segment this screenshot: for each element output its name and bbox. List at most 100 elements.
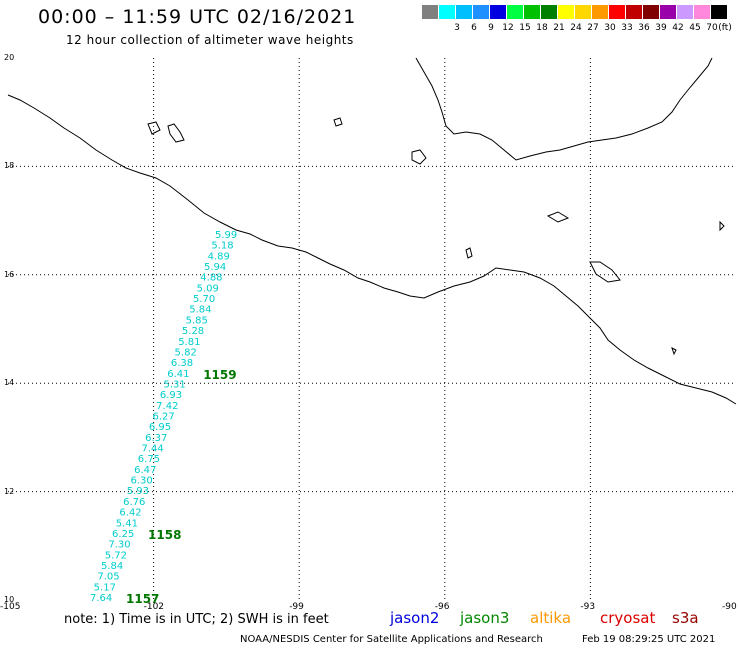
track-time-label: 1157 — [126, 592, 159, 606]
wave-height-value: 6.30 — [130, 476, 152, 487]
wave-height-value: 6.41 — [167, 369, 189, 380]
wave-height-value: 5.93 — [127, 486, 149, 497]
scale-swatch — [677, 5, 693, 19]
wave-height-value: 5.81 — [178, 337, 200, 348]
satellite-legend-item: cryosat — [600, 609, 656, 627]
longitude-tick-label: -96 — [434, 602, 450, 612]
scale-label: 45 — [689, 23, 701, 33]
scale-label: 42 — [672, 23, 684, 33]
credit-text: NOAA/NESDIS Center for Satellite Applica… — [240, 634, 543, 645]
satellite-legend-item: s3a — [672, 609, 699, 627]
scale-swatch — [473, 5, 489, 19]
wave-height-value: 6.37 — [145, 433, 167, 444]
scale-label: 3 — [454, 23, 460, 33]
scale-label: 24 — [570, 23, 582, 33]
scale-swatch — [660, 5, 676, 19]
latitude-tick-label: 14 — [4, 378, 15, 388]
wave-height-value: 4.89 — [208, 251, 230, 262]
wave-height-value: 6.93 — [160, 390, 182, 401]
wave-height-value: 5.70 — [193, 294, 215, 305]
wave-height-value: 7.42 — [156, 401, 178, 412]
scale-label: 6 — [471, 23, 477, 33]
wave-height-value: 6.42 — [119, 508, 141, 519]
wave-height-value: 5.41 — [116, 518, 138, 529]
graticule-grid — [8, 58, 736, 600]
wave-height-value: 7.64 — [90, 593, 112, 604]
scale-swatch — [626, 5, 642, 19]
longitude-tick-label: -99 — [289, 602, 304, 612]
wave-height-value: 5.99 — [215, 230, 237, 241]
scale-swatch — [439, 5, 455, 19]
wave-height-value: 5.17 — [94, 582, 116, 593]
scale-swatch — [490, 5, 506, 19]
wave-height-value: 5.84 — [101, 561, 123, 572]
wave-height-value: 5.72 — [105, 550, 127, 561]
scale-swatch — [711, 5, 727, 19]
wave-height-value: 6.47 — [134, 465, 156, 476]
scale-label: 18 — [536, 23, 548, 33]
scale-swatch — [507, 5, 523, 19]
latitude-tick-label: 20 — [4, 53, 15, 62]
wave-height-value: 6.38 — [171, 358, 193, 369]
longitude-tick-label: -102 — [143, 602, 165, 612]
page-title: 00:00 – 11:59 UTC 02/16/2021 — [38, 6, 357, 28]
wave-height-value: 6.27 — [153, 412, 175, 423]
scale-swatch — [575, 5, 591, 19]
wave-height-value: 5.85 — [186, 315, 208, 326]
mexico-pacific-coastline — [7, 94, 737, 405]
scale-swatch — [541, 5, 557, 19]
scale-swatch — [694, 5, 710, 19]
islands — [147, 117, 725, 356]
wave-height-value: 5.82 — [175, 347, 197, 358]
scale-swatch — [422, 5, 438, 19]
longitude-tick-label: -90 — [722, 602, 737, 612]
wave-height-value: 6.76 — [123, 497, 145, 508]
latitude-tick-label: 12 — [4, 486, 15, 496]
track-time-label: 1158 — [148, 528, 181, 542]
wave-height-value: 5.31 — [164, 379, 186, 390]
generation-timestamp: Feb 19 08:29:25 UTC 2021 — [582, 634, 716, 645]
track-time-label: 1159 — [203, 368, 236, 382]
scale-label: 9 — [488, 23, 494, 33]
footer-note: note: 1) Time is in UTC; 2) SWH is in fe… — [64, 612, 329, 627]
scale-swatch — [592, 5, 608, 19]
satellite-legend-item: jason3 — [460, 609, 510, 627]
scale-label: 36 — [638, 23, 650, 33]
longitude-tick-label: -93 — [580, 602, 596, 612]
latitude-tick-label: 16 — [4, 269, 15, 279]
wave-height-value: 5.28 — [182, 326, 204, 337]
scale-label: 21 — [553, 23, 565, 33]
wave-height-value: 6.75 — [138, 454, 160, 465]
satellite-legend-item: altika — [530, 609, 572, 627]
wave-height-value: 6.25 — [112, 529, 134, 540]
wave-height-value: 7.44 — [141, 444, 163, 455]
wave-height-value: 7.30 — [108, 540, 130, 551]
scale-label: 15 — [519, 23, 531, 33]
scale-swatch — [643, 5, 659, 19]
satellite-track-labels: 5.995.184.895.944.885.095.70 5.84 5.855.28… — [90, 230, 237, 606]
wave-height-value: 5.94 — [204, 262, 226, 273]
gulf-coastline — [415, 57, 713, 161]
scale-label: 70 — [706, 23, 718, 33]
scale-label: 12 — [502, 23, 514, 33]
scale-label: 33 — [621, 23, 633, 33]
wave-height-value: 4.88 — [200, 273, 222, 284]
scale-swatch — [609, 5, 625, 19]
longitude-tick-label: -105 — [0, 602, 21, 612]
scale-swatch — [456, 5, 472, 19]
scale-swatch — [524, 5, 540, 19]
satellite-legend-item: jason2 — [390, 609, 440, 627]
wave-height-value: 5.09 — [197, 283, 219, 294]
wave-height-value: 5.18 — [211, 241, 233, 252]
latitude-tick-label: 10 — [4, 595, 15, 604]
latitude-tick-label: 18 — [4, 161, 15, 171]
wave-height-value: 6.95 — [149, 422, 171, 433]
scale-swatch — [558, 5, 574, 19]
scale-label: 30 — [604, 23, 616, 33]
wave-height-value: 7.05 — [97, 572, 119, 583]
scale-unit: (ft) — [718, 23, 732, 33]
page-subtitle: 12 hour collection of altimeter wave hei… — [66, 33, 354, 47]
scale-label: 39 — [655, 23, 667, 33]
